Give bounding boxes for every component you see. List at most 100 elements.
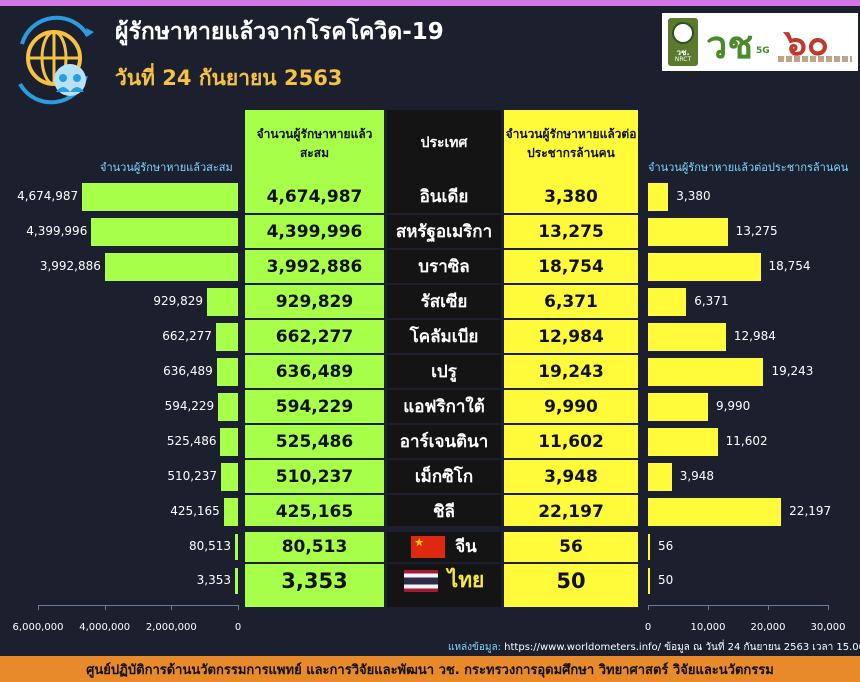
country-column: [387, 110, 501, 607]
vch-5g-logo: วช 5G: [704, 18, 772, 67]
country-cell: เม็กซิโก: [387, 460, 501, 493]
left-bar: [235, 567, 238, 594]
country-name: อินเดีย: [419, 187, 469, 207]
country-cell: อาร์เจนตินา: [387, 425, 501, 458]
row-separator: [245, 458, 638, 460]
left-bar: [216, 357, 238, 386]
country-name: อาร์เจนตินา: [399, 432, 489, 452]
right-bar-label: 18,754: [768, 259, 811, 273]
right-bar: [648, 217, 728, 246]
total-cell: 662,277: [275, 326, 354, 347]
left-axis-tick-label: 2,000,000: [145, 622, 197, 633]
country-cell: เปรู: [387, 355, 501, 388]
nrct-logo: วช. NRCT: [668, 18, 698, 66]
per-million-column-header: จำนวนผู้รักษาหายแล้วต่อประชากรล้านคน: [505, 127, 637, 160]
per-million-cell: 22,197: [538, 501, 604, 522]
right-axis-tick-label: 10,000: [690, 622, 726, 633]
left-bar: [218, 392, 238, 421]
right-axis-title: จำนวนผู้รักษาหายแล้วต่อประชากรล้านคน: [648, 161, 849, 174]
total-column: [245, 110, 384, 607]
vch-logo-text: วช: [706, 22, 754, 67]
country-name: ไทย: [447, 568, 485, 592]
total-cell: 636,489: [275, 361, 354, 382]
row-separator: [245, 388, 638, 390]
country-name: โคลัมเบีย: [409, 327, 479, 347]
row-separator: [245, 283, 638, 285]
right-axis-tick: [768, 605, 769, 610]
country-cell: ★ จีน: [387, 530, 501, 563]
per-million-cell: 19,243: [538, 361, 604, 382]
right-bar: [648, 357, 764, 386]
country-name: รัสเซีย: [420, 292, 468, 312]
left-bar: [104, 252, 238, 281]
row-separator: [245, 526, 638, 532]
left-axis-tick: [171, 605, 173, 610]
right-bar-label: 6,371: [694, 294, 729, 308]
left-bar-label: 3,992,886: [39, 259, 101, 273]
right-bar: [648, 497, 782, 526]
right-bar: [648, 322, 726, 351]
per-million-cell: 6,371: [544, 291, 598, 312]
country-name: บราซิล: [418, 257, 470, 277]
page-date: วันที่ 24 กันยายน 2563: [115, 66, 343, 90]
thailand-flag-icon: [403, 569, 438, 592]
right-axis-tick: [828, 605, 829, 610]
country-cell: โคลัมเบีย: [387, 320, 501, 353]
per-million-cell: 3,380: [544, 186, 598, 207]
per-million-cell: 3,948: [544, 466, 598, 487]
right-axis-line: [648, 605, 828, 606]
nrct-seal-icon: [672, 22, 694, 44]
row-separator: [245, 493, 638, 495]
anniversary-logo: ๖๐: [778, 18, 852, 66]
total-cell: 3,353: [281, 568, 348, 593]
left-bar: [223, 497, 238, 526]
logo-strip: วช. NRCT วช 5G ๖๐: [662, 13, 858, 71]
right-bar: [648, 182, 669, 211]
total-cell: 510,237: [275, 466, 354, 487]
country-name: จีน: [455, 537, 477, 557]
right-bar-label: 22,197: [789, 504, 832, 518]
right-axis-tick: [648, 605, 649, 610]
right-bar-label: 3,380: [676, 189, 711, 203]
total-cell: 929,829: [275, 291, 354, 312]
right-bar-label: 11,602: [725, 434, 768, 448]
left-axis-tick: [38, 605, 39, 610]
left-axis-tick-label: 4,000,000: [79, 622, 131, 633]
total-cell: 594,229: [275, 396, 354, 417]
total-cell: 3,992,886: [266, 256, 363, 277]
nrct-logo-text: วช.: [676, 48, 690, 57]
source-note: แหล่งข้อมูล: https://www.worldometers.in…: [448, 640, 860, 655]
left-bar-label: 594,229: [164, 399, 215, 413]
total-cell: 80,513: [281, 536, 348, 557]
right-bar-label: 9,990: [715, 399, 751, 413]
row-separator: [245, 353, 638, 355]
right-bar: [648, 567, 650, 594]
country-cell: แอฟริกาใต้: [387, 390, 501, 423]
total-cell: 525,486: [275, 431, 354, 452]
country-column-header: ประเทศ: [420, 135, 468, 152]
left-bar-label: 4,674,987: [17, 189, 79, 203]
per-million-cell: 50: [556, 568, 586, 593]
country-cell: อินเดีย: [387, 180, 501, 213]
row-separator: [245, 248, 638, 250]
total-cell: 425,165: [275, 501, 354, 522]
left-bar: [207, 287, 238, 316]
country-name: สหรัฐอเมริกา: [395, 222, 493, 242]
source-label: แหล่งข้อมูล:: [448, 642, 501, 653]
right-bar: [648, 533, 650, 560]
nrct-logo-subtext: NRCT: [674, 56, 692, 63]
globe-people-icon: [18, 15, 94, 105]
right-axis-tick: [708, 605, 709, 610]
row-separator: [245, 562, 638, 564]
country-name: ชิลี: [433, 502, 455, 522]
right-bar-label: 50: [658, 573, 674, 587]
left-bar-label: 80,513: [189, 539, 231, 553]
vch-5g-badge: 5G: [756, 46, 770, 56]
source-text: https://www.worldometers.info/ ข้อมูล ณ …: [500, 642, 860, 653]
right-bar: [648, 252, 761, 281]
country-cell: ไทย: [387, 564, 501, 597]
china-flag-icon: ★: [411, 535, 446, 558]
left-axis-tick-label: 0: [234, 622, 242, 633]
left-axis-tick-label: 6,000,000: [12, 622, 64, 633]
anniversary-logo-subtext: [778, 56, 852, 62]
